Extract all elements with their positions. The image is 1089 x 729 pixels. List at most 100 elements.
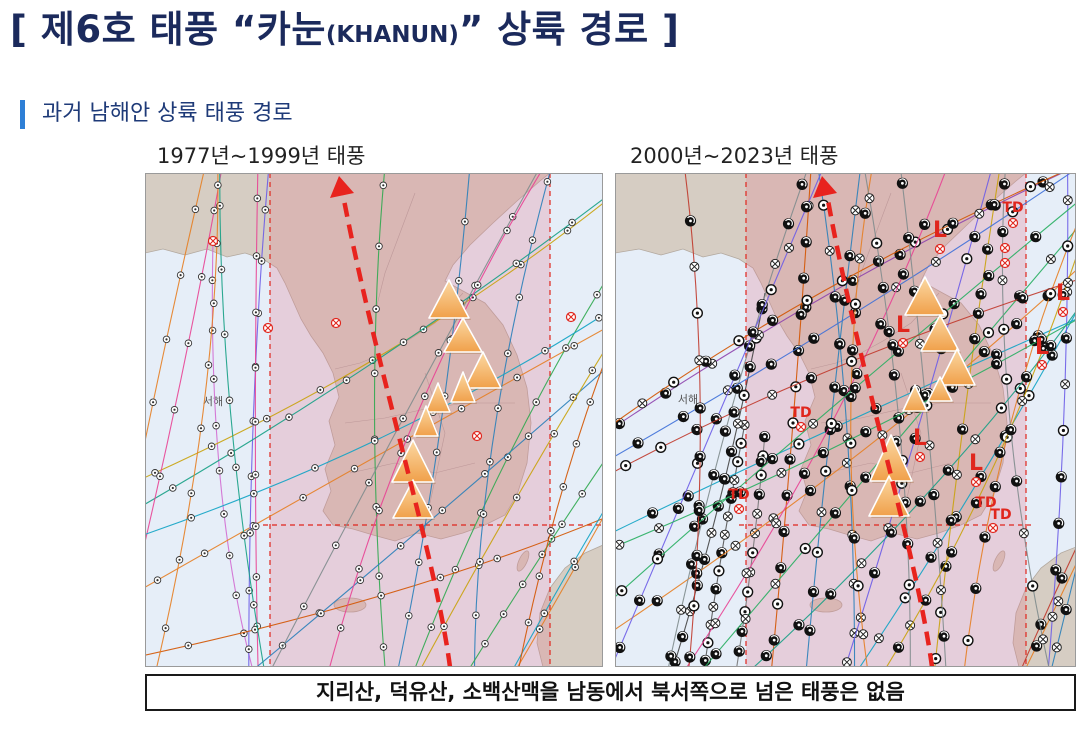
storm-stage-marker-cross — [1038, 361, 1046, 369]
typhoon-symbol-eye — [689, 219, 692, 223]
typhoon-symbol-eye — [248, 589, 251, 592]
typhoon-symbol-icon — [299, 493, 307, 502]
typhoon-symbol-eye — [187, 644, 190, 647]
typhoon-symbol-icon — [227, 449, 235, 457]
typhoon-symbol-swirl — [940, 631, 949, 639]
typhoon-symbol-swirl — [634, 438, 643, 446]
typhoon-symbol-swirl — [777, 562, 786, 571]
typhoon-symbol-icon — [829, 381, 841, 393]
typhoon-symbol-swirl — [849, 345, 858, 353]
typhoon-symbol-swirl — [895, 413, 904, 421]
typhoon-symbol-eye — [220, 268, 223, 271]
typhoon-symbol-icon — [647, 507, 659, 519]
typhoon-symbol-eye — [851, 348, 854, 352]
typhoon-symbol-swirl — [693, 568, 702, 576]
storm-stage-labels: TD TD TD TD TD L L L L L L — [728, 200, 1070, 523]
typhoon-symbol-icon — [421, 392, 429, 401]
typhoon-symbol-icon — [634, 594, 646, 606]
typhoon-symbol-eye — [1011, 210, 1015, 214]
typhoon-symbol-eye — [682, 415, 685, 418]
typhoon-symbol-eye — [527, 435, 530, 438]
typhoon-symbol-eye — [965, 257, 969, 261]
typhoon-symbol-eye — [511, 215, 514, 218]
annotation-markers — [207, 235, 577, 442]
typhoon-symbol-eye — [695, 554, 699, 557]
typhoon-symbol-icon — [251, 625, 259, 634]
typhoon-symbol-eye — [906, 542, 910, 546]
typhoon-symbol-icon — [825, 417, 837, 430]
typhoon-symbol-icon — [455, 276, 463, 285]
arrow-head-icon — [813, 176, 837, 198]
typhoon-symbol-icon — [877, 430, 888, 441]
typhoon-symbol-eye — [187, 342, 190, 345]
typhoon-symbol-swirl — [831, 292, 840, 300]
typhoon-symbol-icon — [869, 567, 881, 579]
typhoon-symbol-cross — [731, 476, 738, 484]
typhoon-symbol-eye — [992, 203, 996, 207]
typhoon-symbol-icon — [920, 594, 932, 606]
typhoon-symbol-eye — [194, 208, 197, 211]
typhoon-symbol-icon — [733, 645, 745, 657]
typhoon-track-line — [211, 240, 253, 667]
typhoon-symbol-eye — [894, 440, 898, 443]
typhoon-symbol-icon — [457, 404, 466, 413]
typhoon-symbol-eye — [979, 475, 983, 478]
typhoon-symbol-eye — [158, 475, 162, 478]
typhoon-symbol-eye — [638, 599, 641, 602]
typhoon-symbol-icon — [220, 510, 228, 518]
typhoon-symbol-icon — [800, 201, 813, 213]
typhoon-symbol-eye — [572, 396, 575, 399]
typhoon-symbol-eye — [764, 654, 768, 658]
typhoon-symbol-icon — [798, 467, 811, 479]
typhoon-symbol-icon — [225, 551, 234, 560]
typhoon-symbol-icon — [1056, 572, 1068, 584]
typhoon-symbol-cross — [971, 435, 979, 443]
typhoon-symbol-eye — [923, 393, 927, 397]
typhoon-symbol-cross — [999, 276, 1006, 284]
typhoon-symbol-eye — [829, 421, 833, 426]
typhoon-symbol-eye — [723, 477, 726, 481]
typhoon-symbol-icon — [204, 361, 213, 369]
typhoon-symbol-eye — [250, 475, 253, 478]
typhoon-symbol-eye — [252, 603, 255, 606]
typhoon-symbol-icon — [924, 440, 935, 451]
typhoon-symbol-eye — [1035, 644, 1038, 648]
typhoon-symbol-icon — [432, 448, 441, 457]
typhoon-symbol-eye — [983, 535, 987, 539]
typhoon-symbol-eye — [759, 473, 763, 477]
typhoon-symbol-icon — [946, 546, 958, 558]
typhoon-symbol-icon — [317, 609, 325, 618]
typhoon-symbol-icon — [864, 193, 875, 204]
typhoon-symbol-eye — [805, 205, 808, 209]
typhoon-symbol-swirl — [981, 532, 990, 540]
typhoon-track-line — [145, 173, 222, 545]
typhoon-symbol-eye — [918, 499, 922, 503]
typhoon-track-line — [248, 173, 269, 667]
typhoon-symbol-eye — [934, 657, 938, 661]
typhoon-symbol-swirl — [686, 652, 695, 660]
typhoon-track-line — [271, 173, 538, 667]
typhoon-symbol-eye — [704, 659, 707, 662]
typhoon-symbol-swirl — [786, 454, 795, 462]
typhoon-symbol-cross — [743, 569, 750, 577]
typhoon-symbol-icon — [1053, 596, 1064, 607]
typhoon-symbol-eye — [203, 552, 206, 555]
title-suffix: ” 상륙 경로 ] — [458, 8, 680, 51]
typhoon-symbol-eye — [724, 429, 727, 433]
arrow-dashed-line — [340, 194, 453, 667]
typhoon-track-line — [859, 311, 1076, 667]
typhoon-symbol-eye — [1059, 475, 1063, 479]
typhoon-symbol-icon — [691, 307, 704, 319]
typhoon-symbol-eye — [863, 211, 867, 215]
typhoon-symbol-eye — [1001, 230, 1005, 234]
typhoon-symbol-swirl — [702, 356, 711, 364]
typhoon-symbol-icon — [654, 523, 664, 534]
typhoon-symbol-eye — [855, 372, 859, 376]
typhoon-symbol-icon — [995, 402, 1007, 414]
typhoon-symbol-icon — [436, 573, 445, 582]
typhoon-symbol-icon — [752, 508, 763, 519]
typhoon-symbol-swirl — [1062, 333, 1071, 341]
typhoon-symbol-icon — [252, 522, 260, 531]
typhoon-symbol-eye — [334, 544, 337, 547]
typhoon-symbol-cross — [1046, 183, 1054, 191]
